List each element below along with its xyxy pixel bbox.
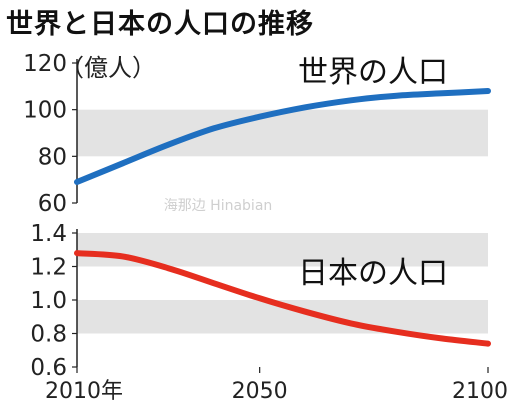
y-tick-label: 60: [38, 191, 67, 217]
tick-labels: 60 80 100 120 0.6 0.8 1.0 1.2 1.4 2010年 2050 2100: [23, 51, 508, 404]
y-tick-label: 1.2: [30, 255, 67, 281]
x-tick-label: 2100: [452, 379, 508, 404]
y-tick-label: 100: [23, 98, 67, 124]
x-tick-label: 2010年: [45, 379, 123, 404]
chart-title: 世界と日本の人口の推移: [6, 9, 314, 40]
y-tick-label: 1.0: [30, 288, 67, 314]
series-label-world: 世界の人口: [298, 55, 448, 90]
series-label-japan: 日本の人口: [298, 256, 448, 291]
unit-label: （億人）: [60, 54, 156, 82]
y-tick-label: 1.4: [30, 221, 67, 247]
watermark-text: 海那边 Hinabian: [164, 198, 273, 214]
y-tick-label: 0.6: [30, 355, 67, 381]
series-lines: [74, 88, 491, 347]
watermark: 海那边 Hinabian: [164, 198, 273, 214]
band-world-80-100: [77, 109, 488, 157]
japan-population-line: [74, 250, 491, 347]
y-tick-label: 0.8: [30, 322, 67, 348]
grid-bands: [77, 109, 488, 334]
y-tick-label: 80: [38, 144, 67, 170]
world-population-line: [74, 88, 491, 185]
y-tick-label: 120: [23, 51, 67, 77]
x-tick-label: 2050: [232, 379, 288, 404]
